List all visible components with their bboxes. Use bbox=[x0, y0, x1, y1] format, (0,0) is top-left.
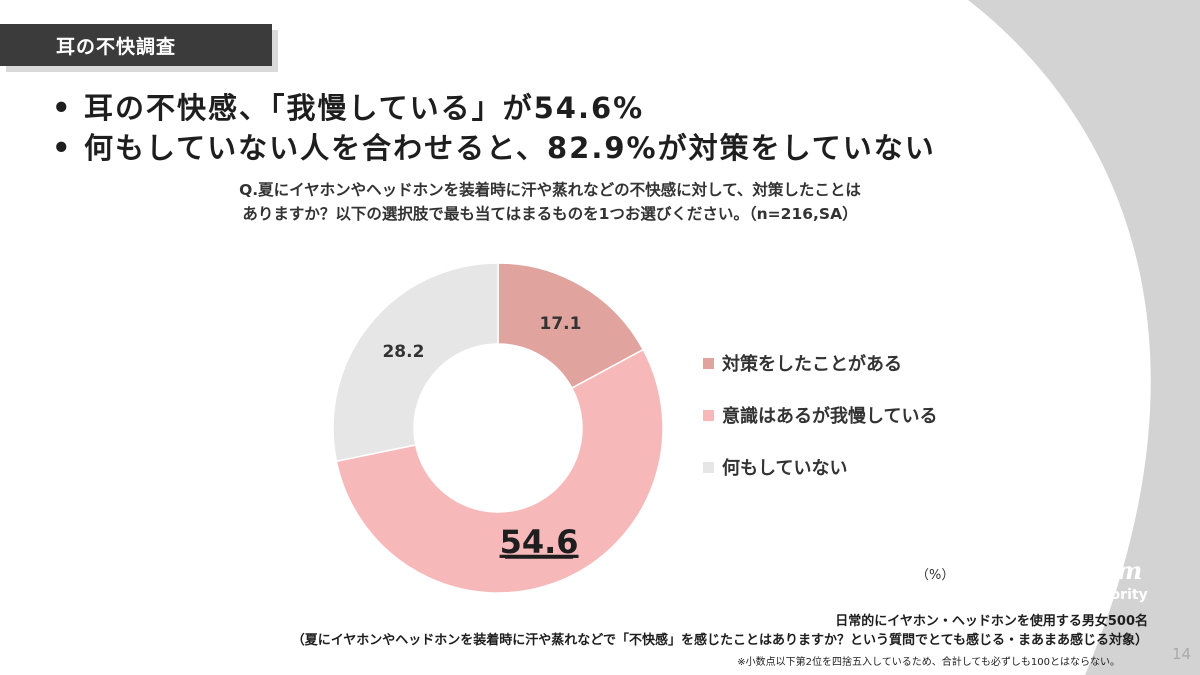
legend-item-taisaku: 対策をしたことがある bbox=[703, 350, 937, 376]
section-title-tab: 耳の不快調査 bbox=[0, 24, 272, 66]
slice-label-taisaku: 17.1 bbox=[540, 314, 582, 334]
legend-label: 何もしていない bbox=[722, 458, 848, 479]
legend-swatch bbox=[703, 357, 714, 369]
legend-label: 対策をしたことがある bbox=[722, 354, 902, 375]
chart-legend: 対策をしたことがある意識はあるが我慢している 何もしていない bbox=[703, 350, 937, 506]
bullet-dot: • bbox=[52, 91, 73, 125]
legend-item-nashi: 何もしていない bbox=[703, 454, 937, 480]
finding-1-text: 耳の不快感、「我慢している」が54.6% bbox=[84, 91, 645, 125]
question-line-2: ありますか？以下の選択肢で最も当てはまるものを1つお選びください。（n=216,… bbox=[242, 205, 858, 223]
slice-label-nashi: 28.2 bbox=[382, 342, 424, 362]
section-title: 耳の不快調査 bbox=[56, 36, 177, 58]
key-findings: • 耳の不快感、「我慢している」が54.6% • 何もしていない人を合わせると、82… bbox=[52, 88, 936, 168]
logo-subline: by sonority bbox=[1060, 587, 1160, 603]
page-number: 14 bbox=[1172, 645, 1192, 663]
legend-swatch bbox=[703, 461, 714, 473]
finding-2-text: 何もしていない人を合わせると、82.9%が対策をしていない bbox=[84, 131, 936, 165]
legend-item-gaman: 意識はあるが我慢している bbox=[703, 402, 937, 428]
unit-label: （%） bbox=[916, 568, 955, 583]
footnote-sample: 日常的にイヤホン・ヘッドホンを使用する男女500名 bbox=[835, 614, 1148, 629]
donut-slice-taisaku bbox=[497, 262, 645, 390]
slice-label-gaman: 54.6 bbox=[500, 523, 579, 561]
footnote-target: （夏にイヤホンやヘッドホンを装着時に汗や蒸れなどで「不快感」を感じたことはありま… bbox=[291, 633, 1148, 648]
finding-2: • 何もしていない人を合わせると、82.9%が対策をしていない bbox=[52, 128, 936, 168]
bullet-dot: • bbox=[52, 131, 73, 165]
question-line-1: Q.夏にイヤホンやヘッドホンを装着時に汗や蒸れなどの不快感に対して、対策したこと… bbox=[239, 181, 861, 199]
legend-label: 意識はあるが我慢している bbox=[722, 406, 938, 427]
survey-question: Q.夏にイヤホンやヘッドホンを装着時に汗や蒸れなどの不快感に対して、対策したこと… bbox=[150, 178, 950, 226]
logo-sonority: sonority bbox=[1082, 587, 1148, 603]
legend-swatch bbox=[703, 409, 714, 421]
brand-logo: nwm by sonority bbox=[1060, 556, 1160, 603]
logo-wordmark: nwm bbox=[1076, 556, 1144, 585]
donut-slice-nashi bbox=[332, 262, 499, 463]
donut-slice-gaman bbox=[335, 348, 664, 594]
finding-1: • 耳の不快感、「我慢している」が54.6% bbox=[52, 88, 936, 128]
footnote-rounding: ※小数点以下第2位を四捨五入しているため、合計しても必ずしも100とはならない。 bbox=[737, 657, 1120, 668]
logo-by: by bbox=[1072, 594, 1080, 601]
